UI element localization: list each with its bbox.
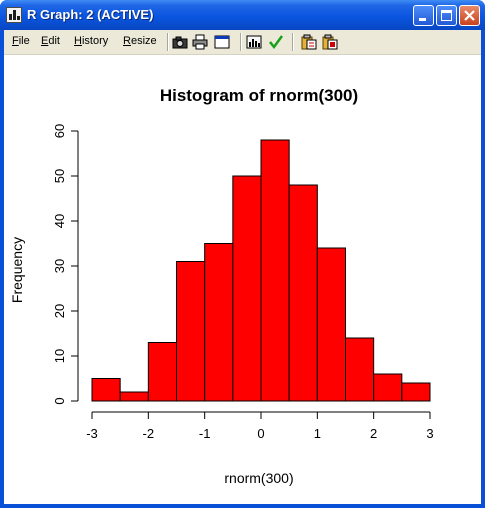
x-tick-label: -2 (143, 426, 155, 441)
histogram-bars (91, 139, 431, 402)
histogram-bar (119, 391, 149, 402)
histogram-bar (147, 342, 177, 402)
close-icon (464, 10, 475, 21)
histogram-bar (260, 139, 290, 402)
histogram-bar (288, 184, 318, 402)
chart-icon[interactable] (246, 34, 262, 50)
histogram-bar (176, 261, 206, 402)
title-bar[interactable]: R Graph: 2 (ACTIVE) (0, 0, 485, 30)
print-icon[interactable] (192, 34, 208, 50)
r-graph-app-icon[interactable] (6, 7, 22, 23)
y-tick-label: 60 (52, 124, 67, 138)
x-tick-label: 3 (426, 426, 433, 441)
toolbar-separator (240, 33, 242, 51)
histogram-bar (316, 247, 347, 402)
paste-icon[interactable] (301, 34, 317, 50)
menu-edit[interactable]: Edit (41, 35, 60, 47)
histogram-bar (91, 378, 121, 402)
x-tick-label: 0 (257, 426, 264, 441)
maximize-button[interactable] (436, 5, 457, 26)
maximize-icon (441, 10, 452, 21)
close-button[interactable] (459, 5, 480, 26)
y-tick-label: 20 (52, 304, 67, 318)
window-icon[interactable] (214, 34, 230, 50)
camera-icon[interactable] (172, 34, 188, 50)
x-tick-label: 2 (370, 426, 377, 441)
histogram-bar (401, 382, 431, 402)
histogram-bar (345, 337, 375, 402)
x-axis-label: rnorm(300) (224, 470, 293, 486)
window-bottom-border (0, 504, 485, 508)
menu-file[interactable]: File (12, 35, 30, 47)
toolbar-separator (292, 33, 294, 51)
menu-resize[interactable]: Resize (123, 35, 157, 47)
chart-title: Histogram of rnorm(300) (160, 86, 358, 105)
minimize-icon (419, 18, 426, 21)
histogram-plot: Histogram of rnorm(300) rnorm(300) Frequ… (9, 86, 434, 486)
histogram-bar (232, 175, 262, 402)
y-tick-label: 40 (52, 214, 67, 228)
x-tick-label: -1 (199, 426, 211, 441)
y-axis: 0 10 20 30 40 50 60 (52, 124, 79, 405)
y-tick-label: 0 (52, 397, 67, 404)
y-tick-label: 50 (52, 169, 67, 183)
window-title: R Graph: 2 (ACTIVE) (27, 7, 154, 22)
histogram-bar (204, 243, 234, 402)
check-icon[interactable] (268, 34, 284, 50)
histogram-bar (373, 373, 403, 402)
y-tick-label: 10 (52, 349, 67, 363)
menu-history[interactable]: History (74, 35, 109, 47)
y-tick-label: 30 (52, 259, 67, 273)
toolbar-separator (167, 33, 169, 51)
minimize-button[interactable] (413, 5, 434, 26)
x-tick-label: 1 (314, 426, 321, 441)
x-tick-label: -3 (86, 426, 98, 441)
x-axis: -3 -2 -1 0 1 2 3 (86, 411, 434, 441)
graph-client-area: Histogram of rnorm(300) rnorm(300) Frequ… (4, 55, 481, 504)
y-axis-label: Frequency (9, 237, 25, 303)
menu-toolbar-bar: File Edit History Resize (4, 30, 481, 55)
paste-special-icon[interactable] (322, 34, 338, 50)
